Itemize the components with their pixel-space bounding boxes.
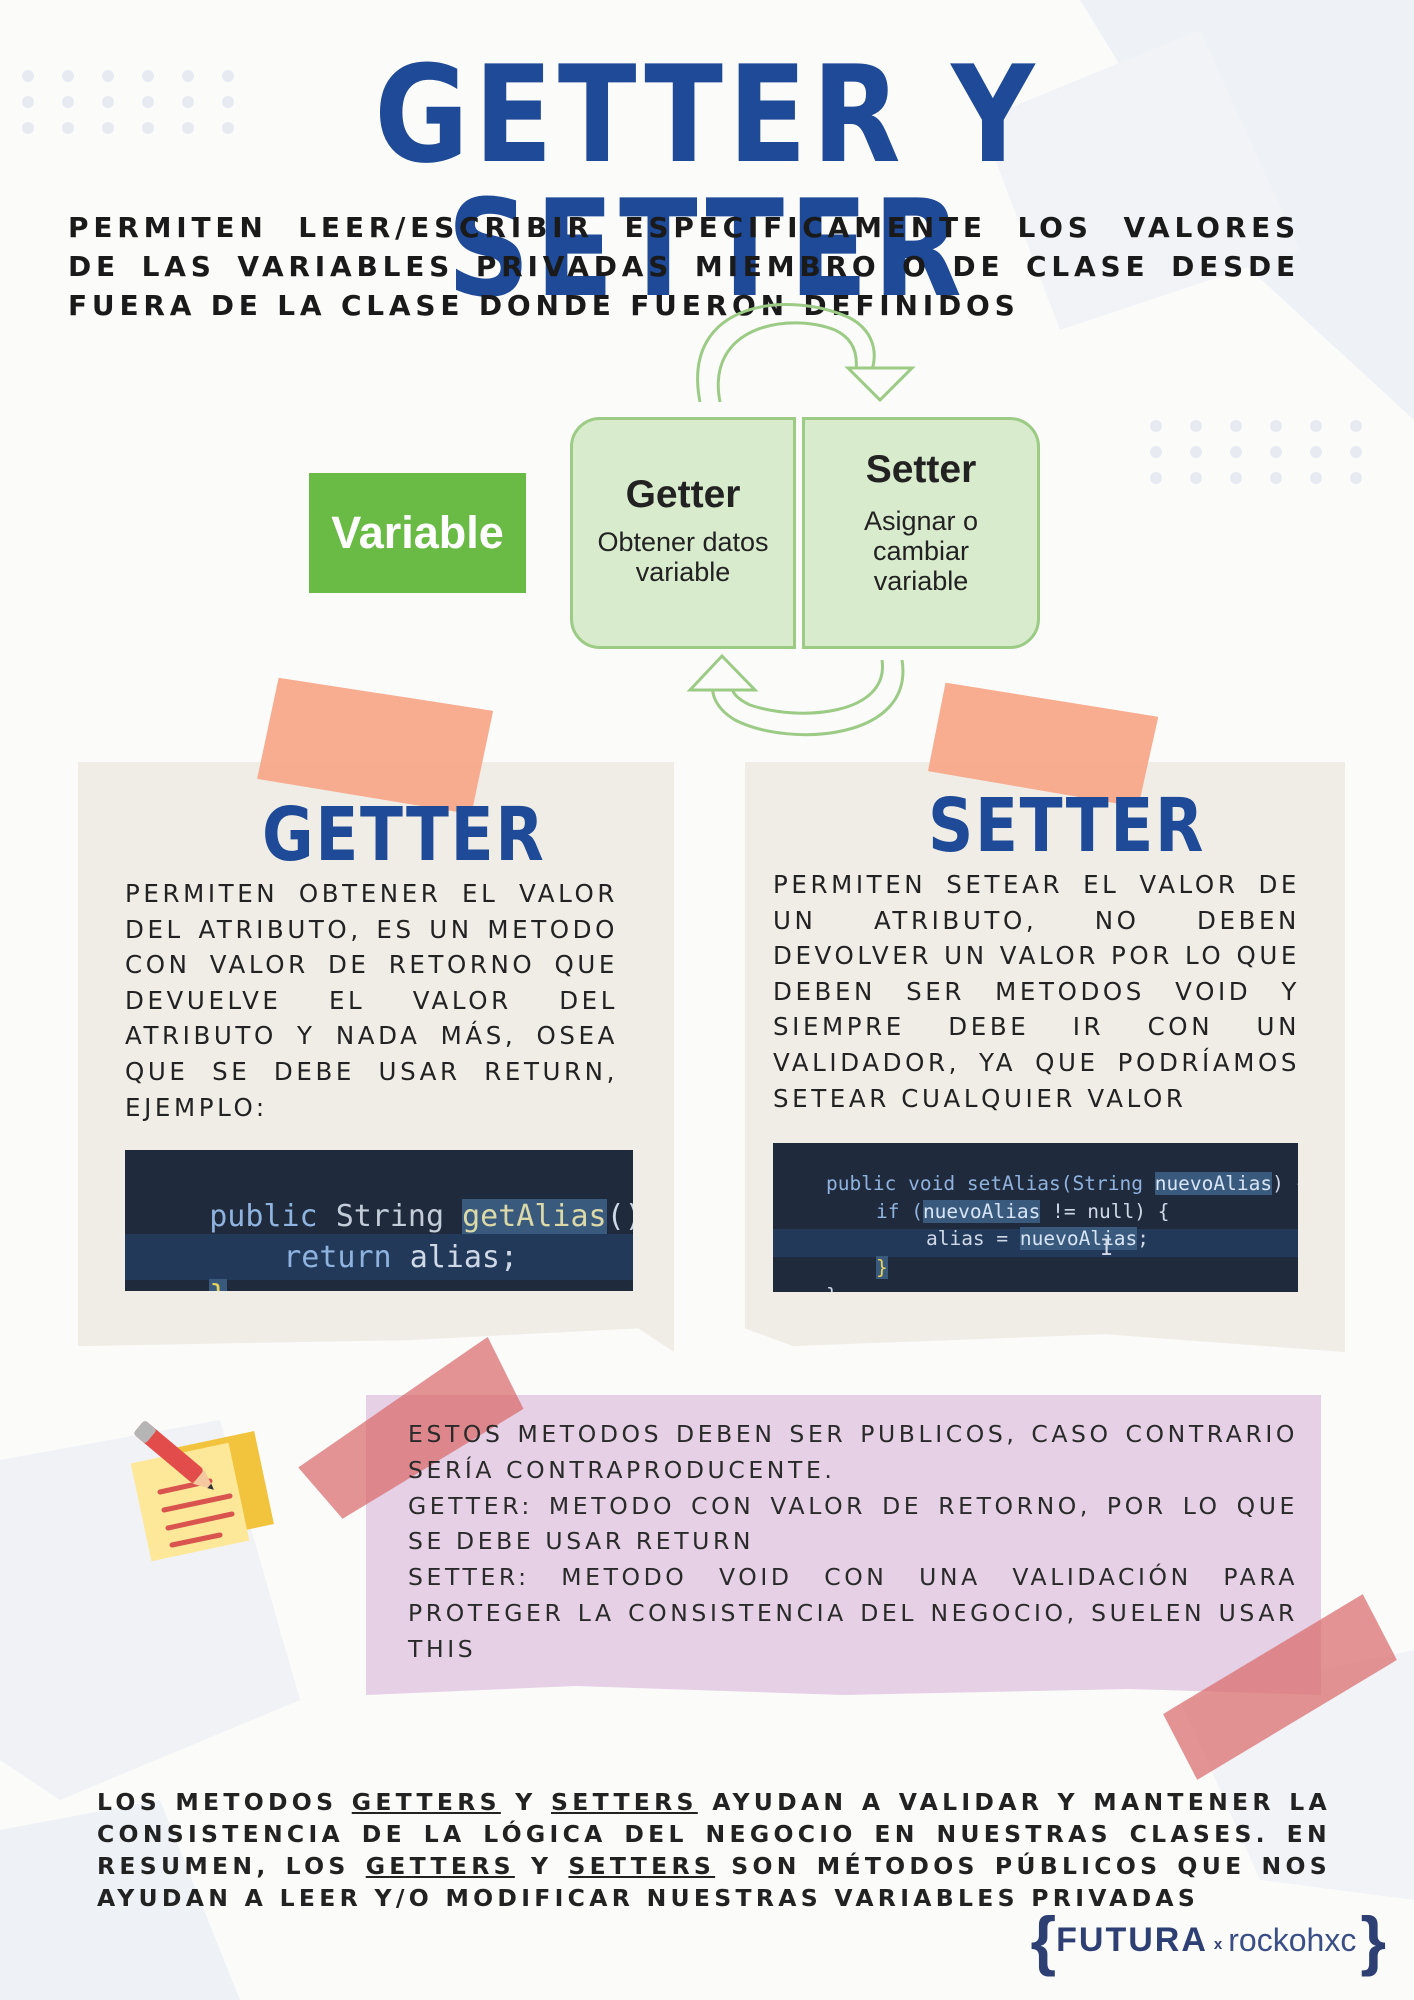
setter-code-snippet: public void setAlias(String nuevoAlias) …	[773, 1143, 1298, 1292]
code-param: nuevoAlias	[1154, 1172, 1273, 1195]
code-method-name: getAlias	[462, 1199, 607, 1234]
getter-card-text: PERMITEN OBTENER EL VALOR DEL ATRIBUTO, …	[125, 879, 618, 1122]
brand-partner: rockohxc	[1228, 1921, 1357, 1958]
getter-box-desc-line2: variable	[635, 557, 731, 587]
summary-text: LOS METODOS GETTERS Y SETTERS AYUDAN A V…	[97, 1786, 1331, 1914]
code-assignment: alias =	[925, 1227, 1020, 1250]
setter-box-title: Setter	[865, 448, 977, 491]
code-return-value: alias;	[409, 1240, 519, 1275]
intro-text: PERMITEN LEER/ESCRIBIR ESPECIFICAMENTE L…	[68, 211, 1300, 322]
text-cursor-icon: I	[1100, 1236, 1114, 1261]
summary-setters-1: SETTERS	[551, 1788, 698, 1816]
summary-getters-2: GETTERS	[365, 1852, 515, 1880]
code-param-if: nuevoAlias	[922, 1200, 1041, 1223]
getter-code-snippet: public String getAlias() { return alias;…	[125, 1150, 633, 1291]
summary-part-4: Y	[514, 1852, 569, 1880]
setter-box-desc-line1: Asignar o	[863, 506, 979, 536]
brand-name: FUTURA	[1056, 1920, 1208, 1959]
code-if-close-brace: }	[875, 1256, 888, 1279]
note-text: ESTOS METODOS DEBEN SER PUBLICOS, CASO C…	[408, 1417, 1298, 1668]
getter-box-title: Getter	[625, 473, 741, 516]
code-keyword: public	[209, 1199, 318, 1234]
getter-box-desc-line1: Obtener datos	[597, 527, 769, 557]
setter-box: Setter Asignar o cambiar variable	[802, 417, 1040, 649]
variable-box: Variable	[309, 473, 526, 593]
summary-part-1: LOS METODOS	[97, 1788, 352, 1816]
brand-x: x	[1213, 1935, 1223, 1953]
code-parens: ()	[606, 1199, 633, 1234]
brand-brace-open: {	[1030, 1903, 1057, 1977]
code-close-brace: }	[209, 1279, 228, 1291]
code-signature: public void setAlias(String	[825, 1172, 1155, 1195]
setter-box-desc-line2: cambiar	[872, 536, 970, 566]
code-return-keyword: return	[283, 1240, 392, 1275]
setter-box-desc-line3: variable	[873, 566, 969, 596]
brand-logo: { FUTURA x rockohxc }	[1030, 1903, 1386, 1977]
code-if-condition: != null) {	[1040, 1200, 1170, 1223]
code-type: String	[335, 1199, 445, 1234]
code-if: if (	[875, 1200, 923, 1223]
setter-card-title: SETTER	[928, 783, 1206, 869]
code-method-close-brace: }	[826, 1284, 838, 1292]
note-box	[366, 1395, 1321, 1695]
summary-setters-2: SETTERS	[568, 1852, 716, 1880]
code-semicolon: ;	[1137, 1227, 1150, 1250]
note-paragraph-public: ESTOS METODOS DEBEN SER PUBLICOS, CASO C…	[408, 1420, 1298, 1484]
sticky-note-pencil-icon	[130, 1421, 274, 1562]
summary-part-2: Y	[500, 1788, 552, 1816]
summary-part-3: AYUDAN A VALIDAR Y MANTENER LA CONSISTEN…	[97, 1788, 1331, 1880]
decorative-dots-right	[1150, 420, 1376, 484]
summary-getters-1: GETTERS	[351, 1788, 501, 1816]
decorative-dots-top-left	[22, 70, 248, 134]
page-title: GETTER Y SETTER	[374, 37, 1040, 327]
note-paragraph-getter: GETTER: METODO CON VALOR DE RETORNO, POR…	[408, 1491, 1298, 1556]
note-paragraph-setter: SETTER: METODO VOID CON UNA VALIDACIÓN P…	[408, 1563, 1298, 1663]
getter-box: Getter Obtener datos variable	[570, 417, 796, 649]
code-signature-end: ) {	[1272, 1172, 1298, 1195]
code-param-assign: nuevoAlias	[1019, 1227, 1138, 1250]
setter-card-text: PERMITEN SETEAR EL VALOR DE UN ATRIBUTO,…	[773, 870, 1300, 1113]
summary-part-5: SON MÉTODOS PÚBLICOS QUE NOS AYUDAN A LE…	[97, 1852, 1331, 1912]
brand-brace-close: }	[1360, 1903, 1386, 1977]
getter-card-title: GETTER	[262, 792, 546, 878]
